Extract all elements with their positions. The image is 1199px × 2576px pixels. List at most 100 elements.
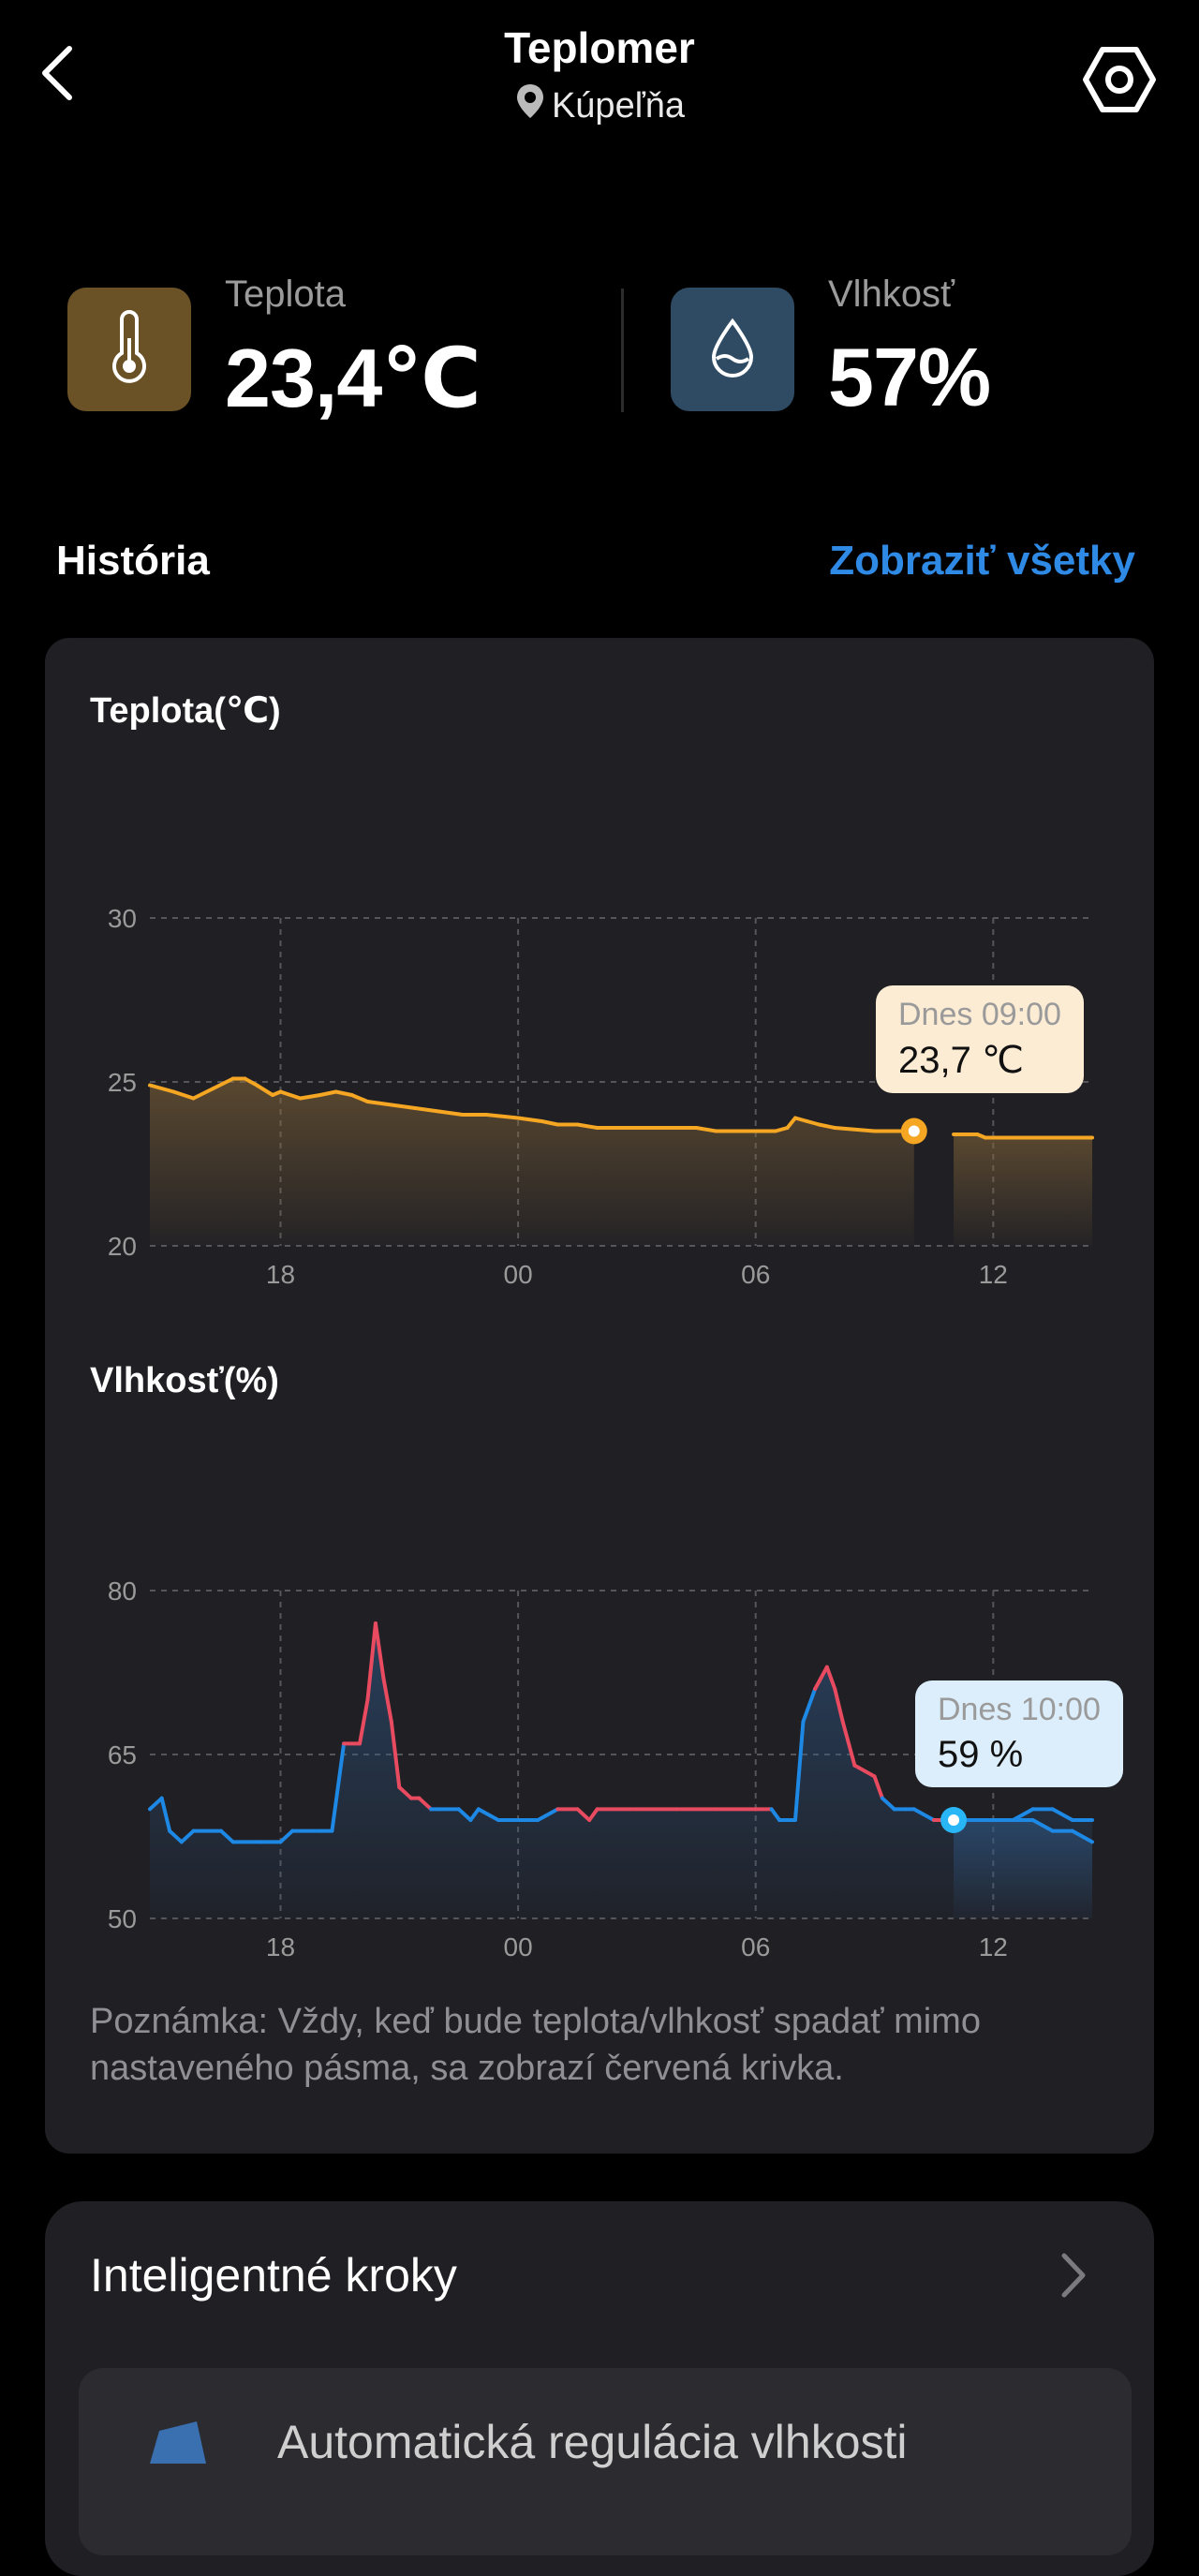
- temperature-series-line: [575, 1122, 600, 1130]
- temperature-series-line: [211, 1076, 235, 1090]
- humidity-label: Vlhkosť: [828, 274, 955, 315]
- humidity-series-line: [365, 1621, 377, 1702]
- temperature-series-line: [413, 1106, 441, 1114]
- humidity-series-line: [1070, 1828, 1094, 1844]
- temperature-series-line: [171, 1089, 196, 1101]
- temperature-tooltip: Dnes 09:00 23,7 ℃: [876, 985, 1084, 1093]
- temperature-series-line: [773, 1126, 790, 1133]
- temperature-series-line: [694, 1126, 718, 1133]
- humidity-y-tick: 50: [108, 1904, 137, 1933]
- temperature-tooltip-time: Dnes 09:00: [898, 997, 1061, 1032]
- humidity-y-tick: 80: [108, 1577, 137, 1606]
- temperature-series-line: [278, 1089, 303, 1101]
- temperature-x-tick: 06: [741, 1260, 770, 1289]
- temperature-series-line: [255, 1083, 275, 1097]
- humidity-chart-title: Vlhkosť(%): [90, 1361, 279, 1400]
- humidity-area-fill: [954, 1820, 1092, 1918]
- humidity-tooltip-time: Dnes 10:00: [938, 1692, 1101, 1727]
- humidity-series-line: [219, 1828, 235, 1844]
- humidity-series-line: [872, 1774, 884, 1800]
- humidity-series-line: [911, 1807, 936, 1822]
- temperature-series-line: [785, 1116, 797, 1130]
- humidity-series-line: [168, 1828, 184, 1844]
- humidity-series-line: [852, 1763, 877, 1779]
- humidity-series-line: [381, 1676, 393, 1724]
- humidity-series-line: [179, 1828, 196, 1844]
- smart-step-label: Automatická regulácia vlhkosti: [277, 2416, 908, 2468]
- humidity-series-line: [468, 1807, 481, 1822]
- humidity-series-line: [833, 1687, 845, 1724]
- temperature-series-line: [389, 1103, 418, 1110]
- humidity-series-line: [278, 1828, 295, 1844]
- location-pin-icon: [514, 82, 546, 129]
- humidity-tooltip: Dnes 10:00 59 %: [915, 1680, 1123, 1787]
- temperature-marker-inner: [908, 1125, 920, 1137]
- humidity-series-line: [536, 1807, 560, 1822]
- humidity-value: 57%: [828, 331, 991, 423]
- humidity-series-line: [358, 1697, 370, 1746]
- temperature-series-line: [833, 1126, 877, 1133]
- humidity-series-line: [769, 1807, 782, 1822]
- hexagon-settings-icon: [1082, 47, 1157, 121]
- humidity-series-line: [587, 1807, 600, 1822]
- temperature-series-line: [805, 1119, 822, 1127]
- humidity-x-tick: 18: [266, 1932, 295, 1962]
- temperature-tile: [67, 288, 191, 411]
- humidity-series-line: [792, 1720, 806, 1822]
- temperature-area-fill: [954, 1134, 1092, 1246]
- humidity-series-line: [801, 1687, 818, 1724]
- humidity-series-line: [880, 1796, 896, 1812]
- chevron-right-icon: [1058, 2252, 1087, 2303]
- temperature-series-line: [792, 1116, 809, 1123]
- temperature-x-tick: 12: [979, 1260, 1008, 1289]
- temperature-series-line: [318, 1089, 338, 1097]
- humidity-tile: [671, 288, 794, 411]
- humidity-y-tick: 65: [108, 1740, 137, 1769]
- humidity-series-line: [476, 1807, 500, 1822]
- temperature-series-line: [540, 1119, 560, 1127]
- humidity-tooltip-value: 59 %: [938, 1734, 1024, 1775]
- humidifier-icon: [141, 2412, 215, 2473]
- temperature-chart[interactable]: 30 25 20 18 00 06 12: [90, 899, 1111, 1302]
- history-title: História: [56, 538, 210, 584]
- temperature-series-line: [516, 1116, 544, 1123]
- smart-steps-title: Inteligentné kroky: [90, 2249, 457, 2302]
- location-label: Kúpeľňa: [551, 85, 686, 126]
- readings-divider: [621, 289, 624, 412]
- temperature-chart-title: Teplota(℃): [90, 691, 281, 731]
- humidity-x-tick: 00: [504, 1932, 533, 1962]
- humidity-series-line: [824, 1665, 837, 1691]
- humidity-series-line: [417, 1796, 434, 1812]
- water-drop-icon: [704, 310, 761, 390]
- humidity-series-line: [575, 1807, 592, 1822]
- temperature-y-tick: 30: [108, 904, 137, 933]
- temperature-y-tick: 25: [108, 1068, 137, 1097]
- humidity-series-line: [813, 1665, 829, 1691]
- humidity-chart[interactable]: 80 65 50 18 00 06 12: [90, 1572, 1111, 1975]
- temperature-label: Teplota: [225, 274, 346, 315]
- humidity-series-line: [389, 1720, 402, 1789]
- humidity-series-line: [840, 1720, 857, 1768]
- humidity-series-line: [373, 1621, 386, 1680]
- temperature-series-line: [191, 1087, 215, 1101]
- thermometer-icon: [101, 309, 157, 390]
- temperature-value: 23,4℃: [225, 332, 481, 424]
- settings-button[interactable]: [1082, 42, 1157, 117]
- back-button[interactable]: [37, 37, 103, 112]
- humidity-marker-inner: [948, 1814, 960, 1826]
- temperature-x-tick: 18: [266, 1260, 295, 1289]
- humidity-series-line: [456, 1807, 473, 1822]
- temperature-series-line: [817, 1122, 837, 1130]
- temperature-series-line: [484, 1113, 521, 1120]
- temperature-y-tick: 20: [108, 1232, 137, 1261]
- temperature-series-line: [333, 1089, 354, 1097]
- chart-note: Poznámka: Vždy, keď bude teplota/vlhkosť…: [90, 2002, 981, 2088]
- temperature-series-line: [437, 1109, 465, 1117]
- humidity-series-line: [1050, 1807, 1074, 1822]
- view-all-link[interactable]: Zobraziť všetky: [829, 538, 1135, 584]
- humidity-x-tick: 06: [741, 1932, 770, 1962]
- page-title: Teplomer: [504, 23, 695, 72]
- temperature-x-tick: 00: [504, 1260, 533, 1289]
- temperature-tooltip-value: 23,7 ℃: [898, 1040, 1024, 1081]
- location-subtitle: Kúpeľňa: [0, 82, 1199, 129]
